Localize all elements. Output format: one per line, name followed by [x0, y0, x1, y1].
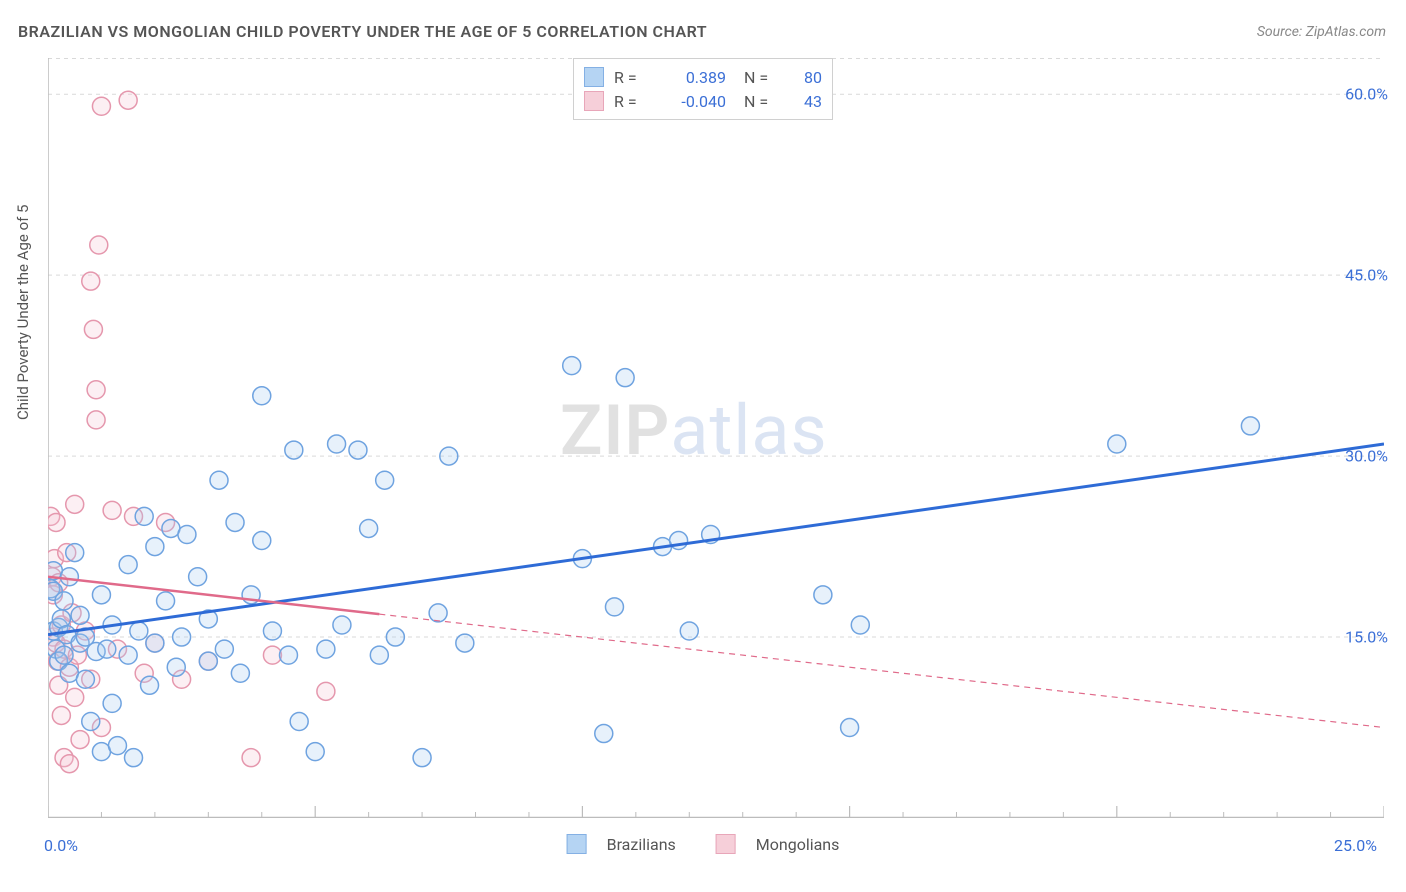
swatch-mongolians [584, 91, 604, 111]
y-tick-label: 30.0% [1345, 447, 1388, 466]
stats-row-mongolians: R = -0.040 N = 43 [584, 89, 822, 113]
stats-row-brazilians: R = 0.389 N = 80 [584, 65, 822, 89]
legend-item-brazilians: Brazilians [567, 834, 676, 854]
y-axis-label: Child Poverty Under the Age of 5 [14, 205, 32, 421]
correlation-chart: BRAZILIAN VS MONGOLIAN CHILD POVERTY UND… [0, 0, 1406, 892]
legend-item-mongolians: Mongolians [716, 834, 840, 854]
stats-legend: R = 0.389 N = 80 R = -0.040 N = 43 [573, 58, 833, 120]
chart-title: BRAZILIAN VS MONGOLIAN CHILD POVERTY UND… [18, 22, 707, 41]
swatch-brazilians [567, 834, 587, 854]
y-tick-label: 60.0% [1345, 85, 1388, 104]
x-tick-label: 0.0% [44, 836, 78, 855]
series-legend: Brazilians Mongolians [567, 834, 840, 854]
source-label: Source: ZipAtlas.com [1257, 24, 1386, 40]
x-tick-label: 25.0% [1334, 836, 1377, 855]
swatch-brazilians [584, 67, 604, 87]
plot-area [48, 58, 1384, 818]
y-tick-label: 15.0% [1345, 628, 1388, 647]
y-tick-label: 45.0% [1345, 266, 1388, 285]
swatch-mongolians [716, 834, 736, 854]
